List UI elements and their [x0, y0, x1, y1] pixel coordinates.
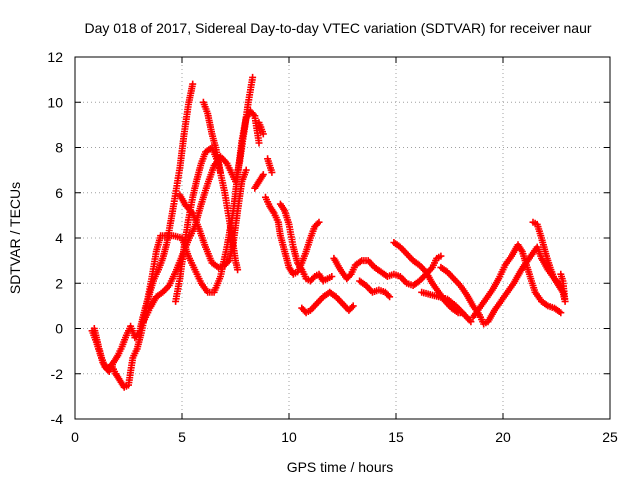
data-point: [557, 270, 565, 278]
data-point: [346, 272, 354, 280]
y-tick-label: 6: [55, 185, 63, 201]
data-point: [234, 266, 242, 274]
series-track-7: [251, 171, 267, 192]
data-point: [259, 171, 267, 179]
data-point: [557, 309, 565, 317]
series-track-19: [529, 218, 569, 305]
y-tick-label: 0: [55, 321, 63, 337]
series-track-2: [90, 80, 197, 391]
y-tick-label: -2: [51, 366, 64, 382]
data-point: [384, 291, 392, 299]
data-point: [386, 293, 394, 301]
series-track-8: [255, 119, 267, 138]
x-tick-label: 20: [495, 429, 511, 445]
series-track-13: [330, 252, 445, 289]
data-point: [224, 258, 232, 266]
data-point: [328, 273, 336, 280]
y-tick-label: 10: [47, 94, 63, 110]
data-point: [437, 252, 445, 260]
y-tick-label: 4: [55, 230, 63, 246]
x-tick-label: 10: [281, 429, 297, 445]
x-axis-label: GPS time / hours: [287, 459, 394, 475]
data-point: [467, 318, 475, 326]
data-point: [249, 110, 257, 118]
y-tick-label: 2: [55, 275, 63, 291]
series-track-11: [276, 200, 336, 285]
series-track-12: [298, 288, 357, 317]
series-track-18: [469, 241, 565, 321]
axis-ticks: 0 5 10 15 20 25 -4 -2 0 2 4 6 8 10 12: [47, 49, 618, 445]
x-tick-label: 25: [602, 429, 618, 445]
data-markers: [88, 73, 569, 391]
y-tick-label: -4: [51, 411, 64, 427]
data-point: [189, 80, 197, 88]
series-track-9: [264, 155, 276, 176]
data-point: [348, 303, 356, 311]
series-track-6: [199, 98, 224, 176]
y-tick-label: 12: [47, 49, 63, 65]
data-point: [242, 166, 250, 174]
data-point: [268, 168, 276, 176]
data-point: [255, 139, 263, 147]
series-track-14: [356, 277, 394, 301]
x-tick-label: 5: [178, 429, 186, 445]
series-track-5: [176, 166, 250, 271]
data-point: [249, 73, 257, 81]
series-track-10: [262, 193, 323, 278]
y-tick-label: 8: [55, 140, 63, 156]
x-tick-label: 15: [388, 429, 404, 445]
data-point: [259, 130, 267, 138]
data-point: [349, 302, 357, 310]
chart-title: Day 018 of 2017, Sidereal Day-to-day VTE…: [84, 20, 591, 36]
grid-lines: [75, 57, 610, 419]
data-point: [217, 168, 224, 176]
y-axis-label: SDTVAR / TECUs: [7, 182, 23, 294]
data-point: [315, 218, 323, 226]
series-track-16: [418, 288, 475, 326]
x-tick-label: 0: [71, 429, 79, 445]
data-point: [314, 220, 321, 228]
